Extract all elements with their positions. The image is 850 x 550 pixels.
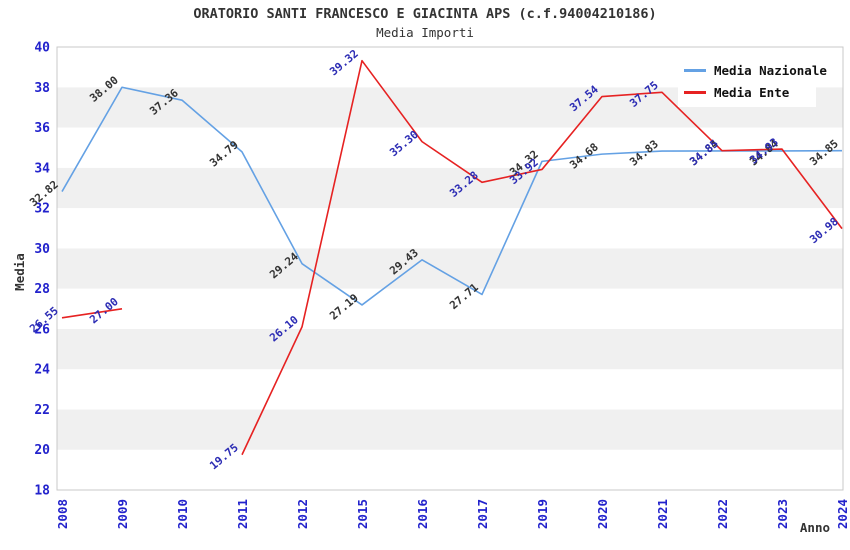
- x-tick-label: 2017: [475, 499, 490, 529]
- x-axis-ticks: 2008 2009 2010 2011 2012 2015 2016 2017 2019 2020…: [55, 499, 850, 529]
- y-tick-label: 34: [34, 161, 50, 176]
- y-tick-label: 28: [34, 282, 50, 297]
- series-line-media-nazionale: [61, 86, 843, 306]
- x-tick-label: 2016: [415, 499, 430, 529]
- y-tick-label: 20: [34, 443, 50, 458]
- legend-item-media-ente: Media Ente: [684, 85, 810, 100]
- y-tick-label: 26: [34, 322, 50, 337]
- x-tick-label: 2023: [775, 499, 790, 529]
- x-tick-label: 2020: [595, 499, 610, 529]
- legend-label: Media Nazionale: [714, 63, 827, 78]
- y-tick-label: 40: [34, 41, 50, 56]
- legend-line-swatch-nazionale: [684, 69, 706, 72]
- y-tick-label: 24: [34, 363, 50, 378]
- x-tick-label: 2009: [115, 499, 130, 529]
- plot-stripes: [57, 47, 843, 490]
- x-tick-label: 2021: [655, 499, 670, 529]
- x-tick-label: 2015: [355, 499, 370, 529]
- y-tick-label: 18: [34, 484, 50, 499]
- y-axis-title: Media: [12, 253, 27, 291]
- legend-label: Media Ente: [714, 85, 790, 100]
- legend-item-media-nazionale: Media Nazionale: [684, 63, 827, 78]
- y-tick-label: 30: [34, 242, 50, 257]
- y-tick-label: 22: [34, 403, 50, 418]
- legend-line-swatch-ente: [684, 91, 706, 94]
- x-axis-title: Anno: [800, 520, 830, 535]
- legend: Media Nazionale Media Ente: [678, 56, 827, 107]
- x-tick-label: 2022: [715, 499, 730, 529]
- x-tick-label: 2011: [235, 499, 250, 529]
- x-tick-label: 2010: [175, 499, 190, 529]
- x-tick-label: 2019: [535, 499, 550, 529]
- y-tick-label: 38: [34, 81, 50, 96]
- x-tick-label: 2024: [835, 499, 850, 529]
- x-tick-label: 2012: [295, 499, 310, 529]
- x-tick-label: 2008: [55, 499, 70, 529]
- y-tick-label: 36: [34, 121, 50, 136]
- y-tick-label: 32: [34, 202, 50, 217]
- series-line-media-ente: [61, 59, 843, 456]
- chart-subtitle: Media Importi: [376, 25, 474, 40]
- y-axis-ticks: 18 20 22 24 26 28 30 32 34 36 38 40: [34, 41, 50, 499]
- plot-frame: [56, 46, 844, 491]
- chart-title: ORATORIO SANTI FRANCESCO E GIACINTA APS …: [193, 6, 657, 22]
